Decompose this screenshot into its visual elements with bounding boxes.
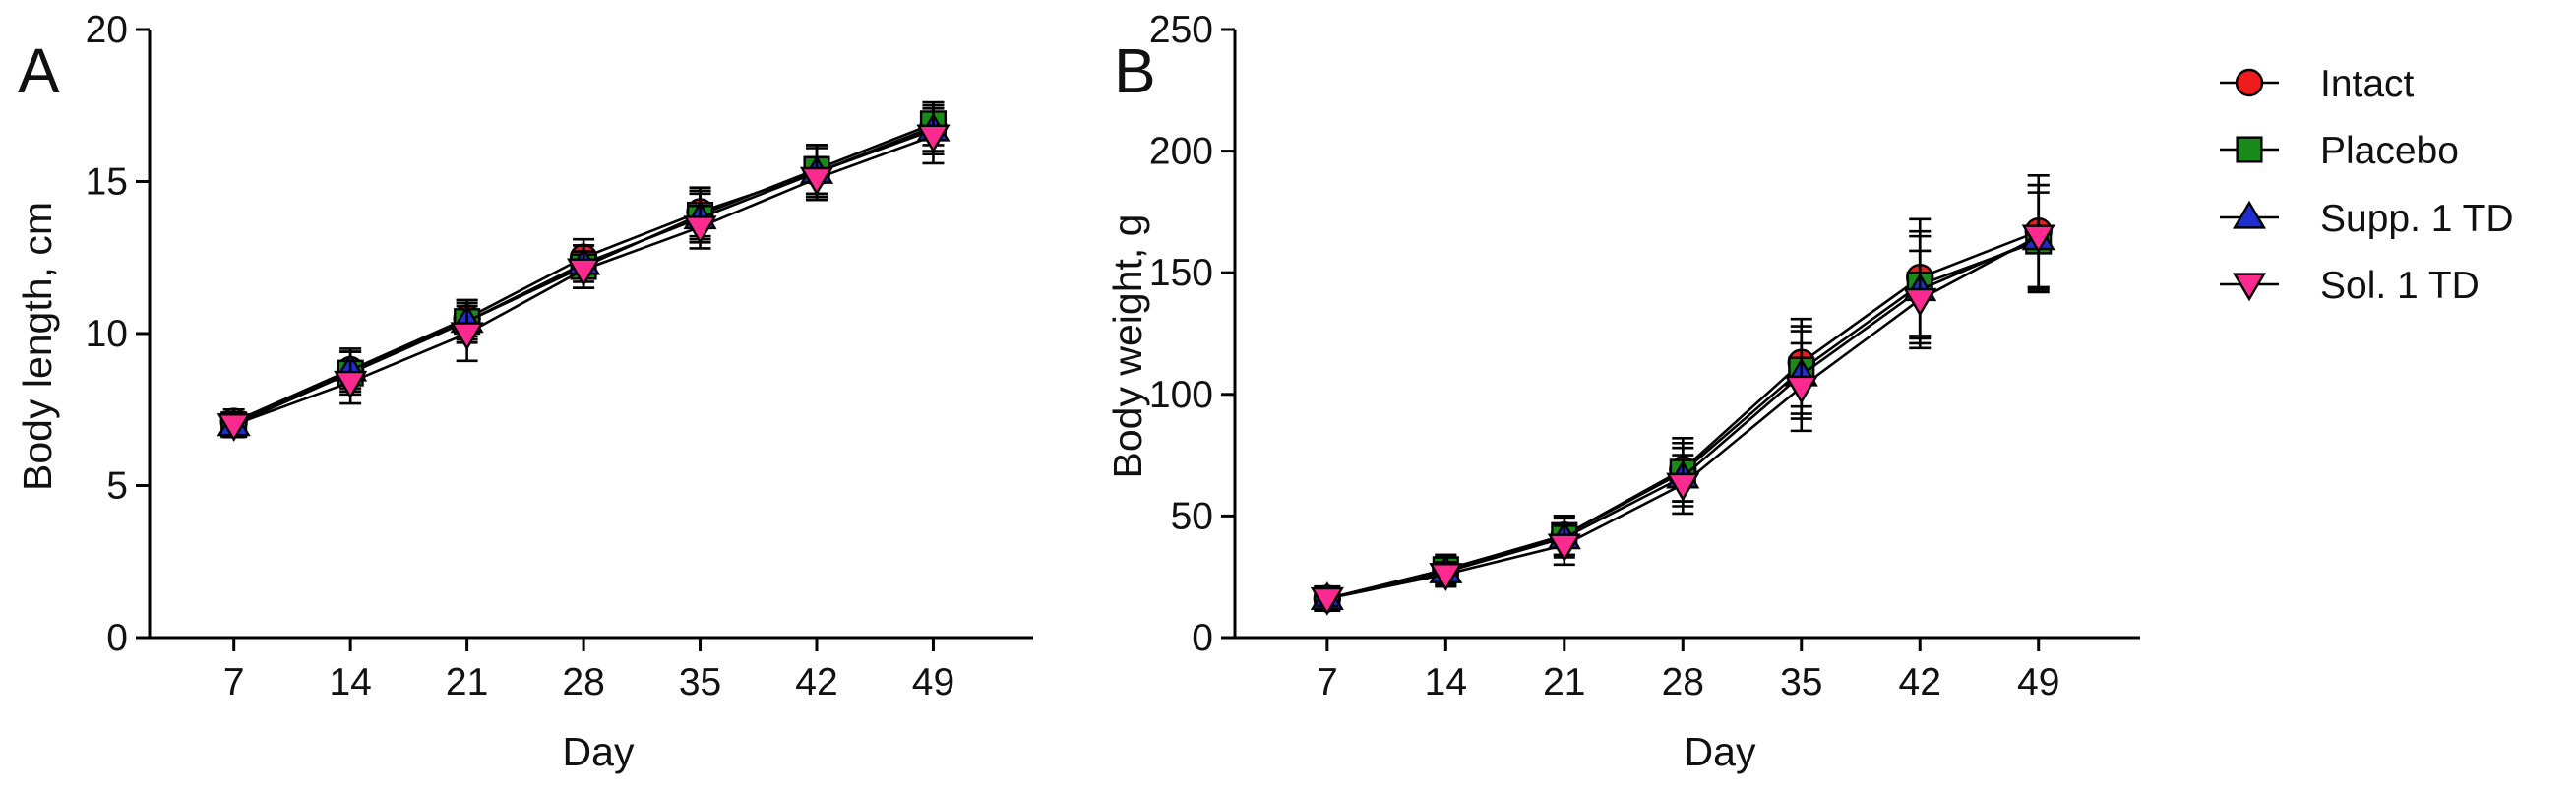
panel-a-x-tick-label: 21 <box>446 661 488 703</box>
panel-b-x-axis-title: Day <box>1685 729 1756 774</box>
legend-symbol-supp-1-td <box>2232 200 2267 229</box>
panel-b-x-tick-label: 35 <box>1780 661 1822 703</box>
panel-a-chart: A 0 5 10 15 20 7 14 21 28 35 42 49 Day Body length,… <box>15 9 1033 774</box>
panel-a-x-tick-label: 7 <box>223 661 245 703</box>
panel-a-y-tick-label: 5 <box>106 465 128 508</box>
panel-a-x-axis-title: Day <box>563 729 635 774</box>
panel-b-series-supp-1-td <box>1310 183 2055 611</box>
legend-item-intact: Intact <box>2220 63 2415 105</box>
panel-b-point-sol-1-td <box>1666 472 1700 502</box>
panel-b-series-sol-1-td <box>1310 183 2055 616</box>
panel-b-y-tick-label: 50 <box>1171 495 1213 537</box>
panel-b-point-sol-1-td <box>1429 563 1463 592</box>
legend-symbol-sol-1-td <box>2232 273 2267 302</box>
legend-symbol-placebo <box>2236 136 2263 163</box>
legend-label-placebo: Placebo <box>2320 130 2459 172</box>
panel-a-y-tick-label: 10 <box>86 313 128 355</box>
legend-marker-sol-1-td <box>2232 273 2267 302</box>
panel-b-axes: 0 50 100 150 200 250 7 14 21 28 35 42 49 <box>1149 9 2140 703</box>
panel-a-point-sol-1-td <box>799 166 834 196</box>
panel-b-x-tick-label: 14 <box>1425 661 1467 703</box>
panel-a-y-tick-label: 20 <box>86 9 128 51</box>
panel-b-y-tick-label: 0 <box>1192 617 1213 659</box>
panel-a-x-tick-label: 14 <box>329 661 371 703</box>
panel-b-y-tick-label: 250 <box>1149 9 1213 51</box>
panel-b-y-tick-label: 200 <box>1149 131 1213 173</box>
panel-b-x-tick-label: 42 <box>1899 661 1941 703</box>
panel-b-point-sol-1-td <box>1784 375 1818 404</box>
panel-a-x-tick-label: 35 <box>679 661 721 703</box>
panel-b-point-sol-1-td <box>1903 287 1937 317</box>
panel-a-point-sol-1-td <box>567 258 601 287</box>
panel-a-point-sol-1-td <box>916 124 951 153</box>
legend-label-sol-1-td: Sol. 1 TD <box>2320 265 2480 307</box>
legend-item-placebo: Placebo <box>2220 130 2459 172</box>
panel-b-chart: B 0 50 100 150 200 250 7 14 21 28 35 42 49 Day Body … <box>1105 9 2140 774</box>
panel-a-series <box>216 100 951 443</box>
panel-a-y-axis-title: Body length, cm <box>15 202 60 491</box>
panel-a-x-tick-label: 49 <box>912 661 954 703</box>
legend-marker-placebo <box>2236 136 2263 163</box>
panel-b-series <box>1310 174 2055 616</box>
legend-item-supp-1-td: Supp. 1 TD <box>2220 198 2514 240</box>
legend-label-supp-1-td: Supp. 1 TD <box>2320 198 2514 240</box>
panel-a-series-sol-1-td <box>216 107 951 443</box>
panel-b-point-sol-1-td <box>2021 224 2055 254</box>
panel-a-x-tick-label: 42 <box>795 661 837 703</box>
panel-b-point-sol-1-td <box>1547 533 1581 563</box>
legend-marker-supp-1-td <box>2232 200 2267 229</box>
panel-b-letter: B <box>1114 35 1156 106</box>
panel-a-axes: 0 5 10 15 20 7 14 21 28 35 42 49 <box>86 9 1033 703</box>
panel-a-y-tick-label: 15 <box>86 161 128 204</box>
panel-a-point-sol-1-td <box>334 370 368 399</box>
panel-b-series-placebo <box>1314 191 2053 612</box>
panel-b-x-tick-label: 49 <box>2017 661 2059 703</box>
panel-b-y-tick-label: 100 <box>1149 374 1213 416</box>
legend-item-sol-1-td: Sol. 1 TD <box>2220 265 2480 307</box>
panel-a-x-tick-label: 28 <box>562 661 604 703</box>
panel-b-x-tick-label: 7 <box>1317 661 1338 703</box>
panel-b-point-sol-1-td <box>1310 586 1344 616</box>
legend: Intact Placebo Supp. 1 TD Sol. 1 TD <box>2220 63 2514 307</box>
panel-b-y-axis-title: Body weight, g <box>1105 214 1150 479</box>
panel-a-point-sol-1-td <box>450 322 484 351</box>
panel-b-y-tick-label: 150 <box>1149 252 1213 294</box>
legend-label-intact: Intact <box>2320 63 2415 105</box>
panel-a-letter: A <box>18 35 60 106</box>
panel-a-point-sol-1-td <box>683 215 717 245</box>
panel-b-x-tick-label: 28 <box>1662 661 1704 703</box>
panel-b-x-tick-label: 21 <box>1543 661 1585 703</box>
legend-symbol-intact <box>2235 68 2264 97</box>
legend-marker-intact <box>2235 68 2264 97</box>
panel-a-point-sol-1-td <box>216 413 251 443</box>
panel-b-series-intact <box>1313 174 2053 613</box>
panel-a-y-tick-label: 0 <box>106 617 128 659</box>
